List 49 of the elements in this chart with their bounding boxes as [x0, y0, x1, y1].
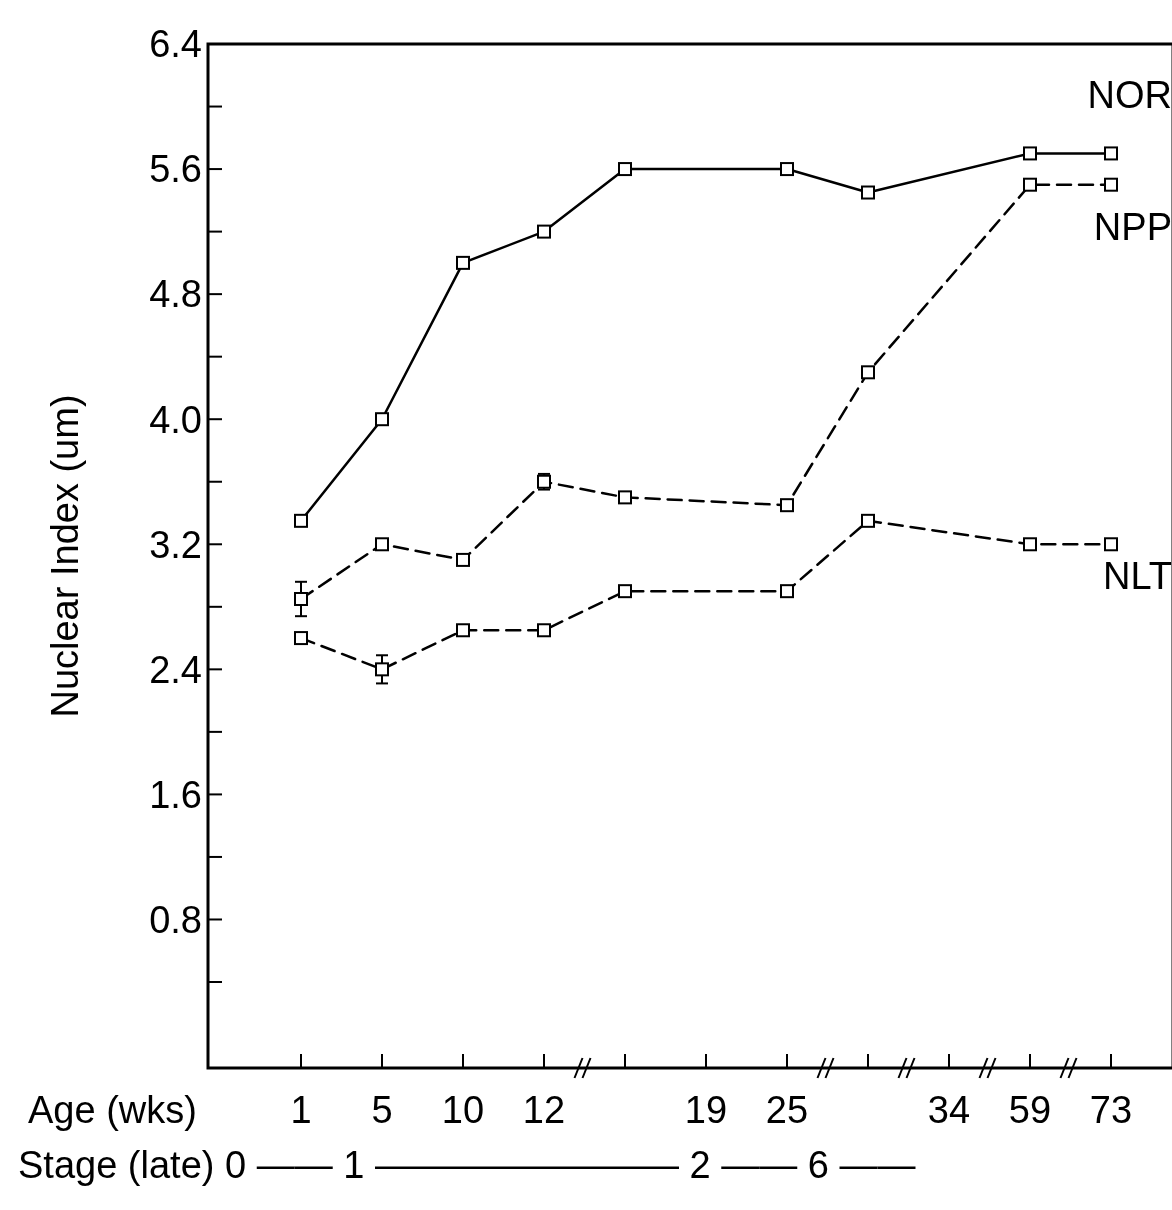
point: [1104, 177, 1118, 192]
point: [780, 162, 794, 177]
point: [780, 498, 794, 513]
y-tick-label: 4.8: [149, 273, 202, 316]
point: [1023, 537, 1037, 552]
y-tick-label: 0.8: [149, 898, 202, 941]
x-tick-label: 10: [441, 1089, 485, 1131]
point: [294, 591, 308, 606]
point: [375, 412, 389, 427]
y-tick-label: 1.6: [149, 773, 202, 816]
point: [294, 513, 308, 528]
y-tick-label: 4.0: [149, 398, 202, 441]
y-axis-title: Nuclear Index (um): [44, 394, 86, 718]
point: [375, 537, 389, 552]
series-label: NPP: [1093, 205, 1172, 248]
point: [861, 513, 875, 528]
x-tick-label: 5: [371, 1089, 393, 1131]
y-tick-label: 2.4: [149, 648, 202, 691]
x-tick-label: 12: [522, 1089, 566, 1131]
point: [537, 623, 551, 638]
point: [780, 584, 794, 599]
point: [375, 662, 389, 677]
point: [537, 224, 551, 239]
x-tick-label: 73: [1089, 1089, 1133, 1131]
point: [1023, 177, 1037, 192]
series-label: NOR: [1087, 74, 1172, 117]
point: [294, 631, 308, 646]
point: [456, 255, 470, 270]
x-tick-label: 25: [765, 1089, 809, 1131]
x-tick-label: 59: [1008, 1089, 1052, 1131]
point: [1104, 537, 1118, 552]
y-tick-label: 6.4: [149, 23, 202, 66]
point: [618, 162, 632, 177]
point: [861, 365, 875, 380]
x-axis-title: Age (wks): [28, 1089, 197, 1131]
text: Stage (late) 0 —— 1 ———————— 2 —— 6 ——: [18, 1144, 916, 1186]
point: [1023, 146, 1037, 161]
point: [456, 623, 470, 638]
point: [618, 584, 632, 599]
y-tick-label: 5.6: [149, 148, 202, 191]
series-label: NLT: [1103, 555, 1172, 598]
y-tick-label: 3.2: [149, 523, 202, 566]
point: [1104, 146, 1118, 161]
x-tick-label: 34: [927, 1089, 971, 1131]
x-tick-label: 19: [684, 1089, 728, 1131]
point: [618, 490, 632, 505]
point: [456, 552, 470, 567]
x-tick-label: 1: [290, 1089, 312, 1131]
point: [861, 185, 875, 200]
